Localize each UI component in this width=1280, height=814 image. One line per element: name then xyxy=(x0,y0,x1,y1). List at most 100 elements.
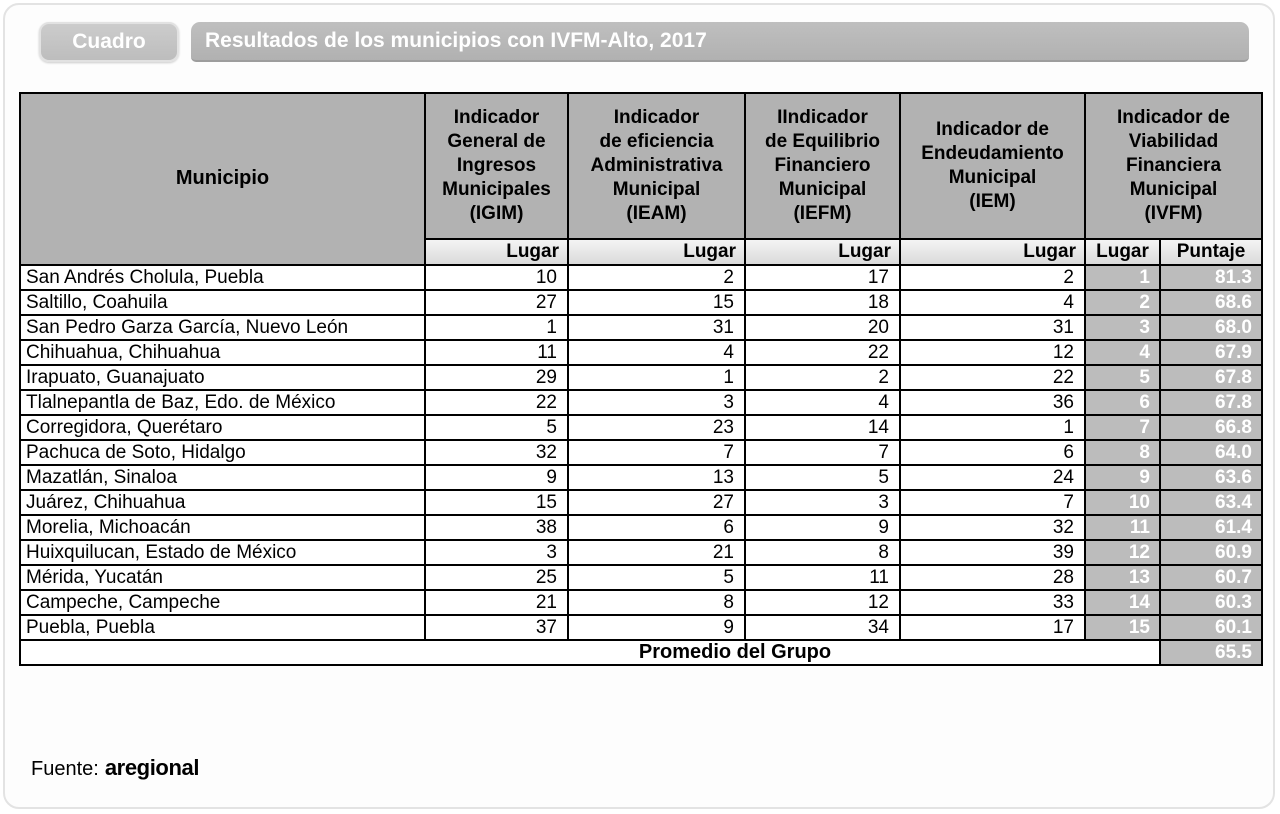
table-body: San Andrés Cholula, Puebla 10 2 17 2 1 81.3 Sal… xyxy=(19,264,1263,641)
ivfm-puntaje-cell: 60.3 xyxy=(1159,589,1263,616)
igim-cell: 1 xyxy=(424,314,569,341)
ivfm-lugar-cell: 10 xyxy=(1084,489,1161,516)
ieam-cell: 27 xyxy=(567,489,746,516)
table-row: Saltillo, Coahuila 27 15 18 4 2 68.6 xyxy=(19,289,1263,316)
municipio-cell: Puebla, Puebla xyxy=(19,614,426,641)
promedio-label: Promedio del Grupo xyxy=(19,639,1161,666)
igim-cell: 9 xyxy=(424,464,569,491)
municipio-cell: Huixquilucan, Estado de México xyxy=(19,539,426,566)
iefm-cell: 20 xyxy=(744,314,901,341)
iem-cell: 33 xyxy=(899,589,1086,616)
igim-cell: 15 xyxy=(424,489,569,516)
ieam-cell: 6 xyxy=(567,514,746,541)
subheader-lugar-ivfm: Lugar xyxy=(1084,238,1161,266)
subheader-lugar-iem: Lugar xyxy=(899,238,1086,266)
document-card: Cuadro Resultados de los municipios con … xyxy=(3,3,1275,809)
ieam-cell: 15 xyxy=(567,289,746,316)
column-header-ieam: Indicador de eficiencia Administrativa M… xyxy=(567,92,746,240)
iem-cell: 4 xyxy=(899,289,1086,316)
iem-cell: 31 xyxy=(899,314,1086,341)
municipio-cell: Juárez, Chihuahua xyxy=(19,489,426,516)
igim-cell: 38 xyxy=(424,514,569,541)
ieam-cell: 13 xyxy=(567,464,746,491)
iem-cell: 28 xyxy=(899,564,1086,591)
cuadro-badge: Cuadro xyxy=(39,22,179,62)
ivfm-puntaje-cell: 60.1 xyxy=(1159,614,1263,641)
source-line: Fuente: aregional xyxy=(31,755,199,781)
subheader-lugar-ieam: Lugar xyxy=(567,238,746,266)
table-title: Resultados de los municipios con IVFM-Al… xyxy=(191,22,1249,62)
subheader-puntaje-ivfm: Puntaje xyxy=(1159,238,1263,266)
table-row: Tlalnepantla de Baz, Edo. de México 22 3 4 3… xyxy=(19,389,1263,416)
iefm-cell: 22 xyxy=(744,339,901,366)
subheader-lugar-igim: Lugar xyxy=(424,238,569,266)
ieam-cell: 2 xyxy=(567,264,746,291)
ivfm-lugar-cell: 7 xyxy=(1084,414,1161,441)
igim-cell: 27 xyxy=(424,289,569,316)
igim-cell: 10 xyxy=(424,264,569,291)
ieam-cell: 23 xyxy=(567,414,746,441)
municipio-cell: San Pedro Garza García, Nuevo León xyxy=(19,314,426,341)
iefm-cell: 12 xyxy=(744,589,901,616)
ivfm-lugar-cell: 2 xyxy=(1084,289,1161,316)
iefm-cell: 7 xyxy=(744,439,901,466)
iem-cell: 12 xyxy=(899,339,1086,366)
ivfm-puntaje-cell: 81.3 xyxy=(1159,264,1263,291)
igim-cell: 32 xyxy=(424,439,569,466)
ivfm-lugar-cell: 11 xyxy=(1084,514,1161,541)
ivfm-puntaje-cell: 67.8 xyxy=(1159,389,1263,416)
iem-cell: 36 xyxy=(899,389,1086,416)
iem-cell: 7 xyxy=(899,489,1086,516)
municipio-cell: Chihuahua, Chihuahua xyxy=(19,339,426,366)
igim-cell: 5 xyxy=(424,414,569,441)
column-header-iem: Indicador de Endeudamiento Municipal (IE… xyxy=(899,92,1086,240)
table-row: Huixquilucan, Estado de México 3 21 8 39 12 60… xyxy=(19,539,1263,566)
municipio-cell: San Andrés Cholula, Puebla xyxy=(19,264,426,291)
iefm-cell: 34 xyxy=(744,614,901,641)
ivfm-lugar-cell: 8 xyxy=(1084,439,1161,466)
table-row: Pachuca de Soto, Hidalgo 32 7 7 6 8 64.0 xyxy=(19,439,1263,466)
table-row: Mazatlán, Sinaloa 9 13 5 24 9 63.6 xyxy=(19,464,1263,491)
iem-cell: 32 xyxy=(899,514,1086,541)
ivfm-lugar-cell: 13 xyxy=(1084,564,1161,591)
column-header-igim: Indicador General de Ingresos Municipale… xyxy=(424,92,569,240)
header-row: Municipio Indicador General de Ingresos … xyxy=(19,92,1263,266)
igim-cell: 11 xyxy=(424,339,569,366)
iem-cell: 22 xyxy=(899,364,1086,391)
ivfm-puntaje-cell: 60.9 xyxy=(1159,539,1263,566)
ieam-cell: 4 xyxy=(567,339,746,366)
iem-cell: 24 xyxy=(899,464,1086,491)
table-row: Puebla, Puebla 37 9 34 17 15 60.1 xyxy=(19,614,1263,641)
ivfm-puntaje-cell: 68.6 xyxy=(1159,289,1263,316)
iefm-cell: 2 xyxy=(744,364,901,391)
ieam-cell: 5 xyxy=(567,564,746,591)
subheader-row: Lugar Lugar Lugar Lugar Lugar Puntaje xyxy=(20,238,1263,266)
table-row: San Andrés Cholula, Puebla 10 2 17 2 1 81.3 xyxy=(19,264,1263,291)
iefm-cell: 11 xyxy=(744,564,901,591)
ieam-cell: 21 xyxy=(567,539,746,566)
municipio-cell: Pachuca de Soto, Hidalgo xyxy=(19,439,426,466)
iefm-cell: 14 xyxy=(744,414,901,441)
promedio-puntaje: 65.5 xyxy=(1159,639,1263,666)
table-row: Mérida, Yucatán 25 5 11 28 13 60.7 xyxy=(19,564,1263,591)
ivfm-puntaje-cell: 64.0 xyxy=(1159,439,1263,466)
iefm-cell: 8 xyxy=(744,539,901,566)
ivfm-lugar-cell: 1 xyxy=(1084,264,1161,291)
table-row: San Pedro Garza García, Nuevo León 1 31 20 3… xyxy=(19,314,1263,341)
ieam-cell: 7 xyxy=(567,439,746,466)
municipio-cell: Saltillo, Coahuila xyxy=(19,289,426,316)
iefm-cell: 9 xyxy=(744,514,901,541)
column-header-ivfm: Indicador de Viabilidad Financiera Munic… xyxy=(1084,92,1263,240)
iem-cell: 6 xyxy=(899,439,1086,466)
table-row: Morelia, Michoacán 38 6 9 32 11 61.4 xyxy=(19,514,1263,541)
table-row: Campeche, Campeche 21 8 12 33 14 60.3 xyxy=(19,589,1263,616)
igim-cell: 3 xyxy=(424,539,569,566)
municipio-cell: Mazatlán, Sinaloa xyxy=(19,464,426,491)
ivfm-puntaje-cell: 61.4 xyxy=(1159,514,1263,541)
ivfm-puntaje-cell: 67.9 xyxy=(1159,339,1263,366)
iefm-cell: 5 xyxy=(744,464,901,491)
igim-cell: 29 xyxy=(424,364,569,391)
municipio-cell: Mérida, Yucatán xyxy=(19,564,426,591)
municipio-cell: Corregidora, Querétaro xyxy=(19,414,426,441)
iefm-cell: 3 xyxy=(744,489,901,516)
